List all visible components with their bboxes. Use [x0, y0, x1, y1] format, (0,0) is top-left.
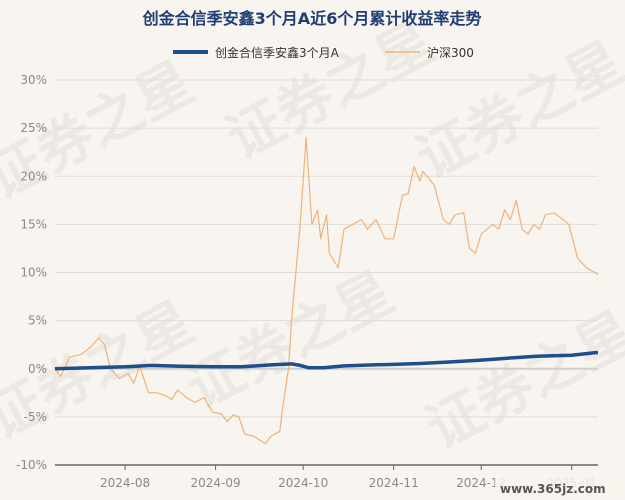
x-tick-label: 2024-12: [456, 476, 506, 490]
legend-label-fund: 创金合信季安鑫3个月A: [215, 45, 340, 60]
y-tick-label: 0%: [28, 362, 47, 376]
y-tick-label: 5%: [28, 314, 47, 328]
y-tick-label: -10%: [16, 458, 47, 472]
y-tick-label: 30%: [20, 73, 47, 87]
series-line-index: [54, 137, 599, 445]
x-tick-label: 2024-11: [369, 476, 419, 490]
watermark-text: 证券之星: [216, 10, 444, 173]
x-tick-label: 2024-09: [190, 476, 240, 490]
y-tick-label: 25%: [20, 121, 47, 135]
site-watermark: www.365jz.com: [500, 482, 606, 496]
y-tick-label: 10%: [20, 266, 47, 280]
y-tick-label: 15%: [20, 217, 47, 231]
x-tick-label: 2024-10: [278, 476, 328, 490]
x-tick-label: 2024-08: [100, 476, 150, 490]
chart-title: 创金合信季安鑫3个月A近6个月累计收益率走势: [142, 9, 482, 28]
legend-label-index: 沪深300: [427, 46, 474, 60]
watermark-text: 证券之星: [416, 300, 625, 463]
y-tick-label: -5%: [24, 410, 47, 424]
site-mark-bg: [495, 478, 623, 498]
series-line-fund: [54, 350, 599, 371]
y-tick-label: 20%: [20, 169, 47, 183]
